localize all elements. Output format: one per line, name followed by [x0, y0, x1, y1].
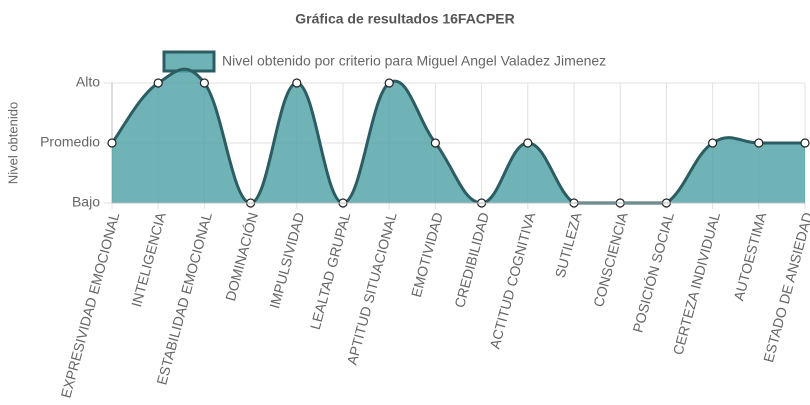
y-tick-label: Bajo: [72, 194, 100, 210]
x-tick-label: LEALTAD GRUPAL: [307, 210, 354, 331]
x-tick-label: AUTOESTIMA: [730, 210, 769, 302]
point: [199, 78, 209, 88]
y-tick-label: Alto: [76, 74, 100, 90]
x-tick-label: CONSCIENCIA: [590, 210, 631, 309]
point: [107, 138, 117, 148]
x-tick-label: CREDIBILIDAD: [451, 211, 492, 310]
x-tick-label: APTITUD SITUACIONAL: [344, 210, 400, 366]
point: [430, 138, 440, 148]
point: [153, 78, 163, 88]
x-tick-label: DOMINACIÓN: [222, 211, 261, 303]
point: [707, 138, 718, 148]
point: [754, 138, 764, 148]
x-tick-label: EXPRESIVIDAD EMOCIONAL: [57, 210, 122, 399]
x-tick-label: ESTADO DE ANSIEDAD: [760, 211, 810, 364]
y-tick-label: Promedio: [40, 134, 100, 150]
chart-title: Gráfica de resultados 16FACPER: [295, 11, 514, 27]
y-axis-title: Nivel obtenido: [5, 102, 20, 184]
x-tick-label: INTELIGENCIA: [128, 210, 169, 309]
point: [384, 78, 394, 88]
point: [292, 78, 302, 88]
x-tick-label: CERTEZA INDIVIDUAL: [670, 210, 723, 356]
point: [523, 138, 533, 148]
legend-label: Nivel obtenido por criterio para Miguel …: [222, 53, 606, 69]
point: [800, 138, 810, 148]
x-tick-label: POSICIÓN SOCIAL: [629, 210, 677, 334]
x-tick-label: SUTILEZA: [552, 210, 585, 279]
x-tick-label: EMOTIVIDAD: [408, 211, 446, 299]
legend-swatch: [162, 50, 216, 73]
x-tick-label: ACTITUD COGNITIVA: [486, 210, 538, 351]
x-tick-label: IMPULSIVIDAD: [266, 211, 307, 311]
